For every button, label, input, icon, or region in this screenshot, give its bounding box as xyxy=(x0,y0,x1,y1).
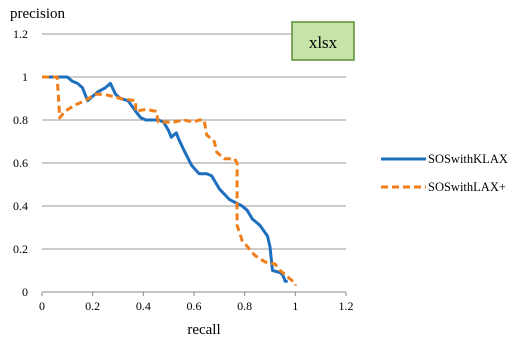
y-tick-label: 1.2 xyxy=(13,27,28,41)
x-tick-label: 0.6 xyxy=(187,299,202,313)
legend-label-soswithlax-plus: SOSwithLAX+ xyxy=(428,180,506,194)
annotation-badge-box xyxy=(291,21,355,61)
annotation-badge-text: xlsx xyxy=(309,33,338,52)
x-tick-label: 0.4 xyxy=(136,299,151,313)
series-line-soswithklax xyxy=(42,75,288,283)
x-axis-title: recall xyxy=(187,322,220,338)
x-tick-label: 1.2 xyxy=(339,299,354,313)
y-tick-label: 0.6 xyxy=(13,156,28,170)
gridlines xyxy=(42,33,346,250)
y-tick-label: 0.2 xyxy=(13,242,28,256)
series-line-soswithlax-plus xyxy=(42,75,297,286)
x-tick-label: 0.8 xyxy=(237,299,252,313)
y-tick-labels: 0 0.2 0.4 0.6 0.8 1 1.2 xyxy=(13,27,28,299)
y-axis-title: precision xyxy=(10,6,65,22)
x-tick-label: 0.2 xyxy=(85,299,100,313)
y-tick-label: 0.8 xyxy=(13,113,28,127)
y-tick-label: 0.4 xyxy=(13,199,28,213)
x-tick-labels: 0 0.2 0.4 0.6 0.8 1 1.2 xyxy=(39,299,354,313)
x-tick-label: 0 xyxy=(39,299,45,313)
axes xyxy=(41,291,347,296)
legend-label-soswithklax: SOSwithKLAX xyxy=(428,152,508,166)
annotation-badge: xlsx xyxy=(291,21,355,61)
y-tick-label: 1 xyxy=(22,70,28,84)
series-lines xyxy=(42,75,297,286)
legend: SOSwithKLAX SOSwithLAX+ xyxy=(381,152,508,194)
x-tick-label: 1 xyxy=(292,299,298,313)
y-tick-label: 0 xyxy=(22,285,28,299)
